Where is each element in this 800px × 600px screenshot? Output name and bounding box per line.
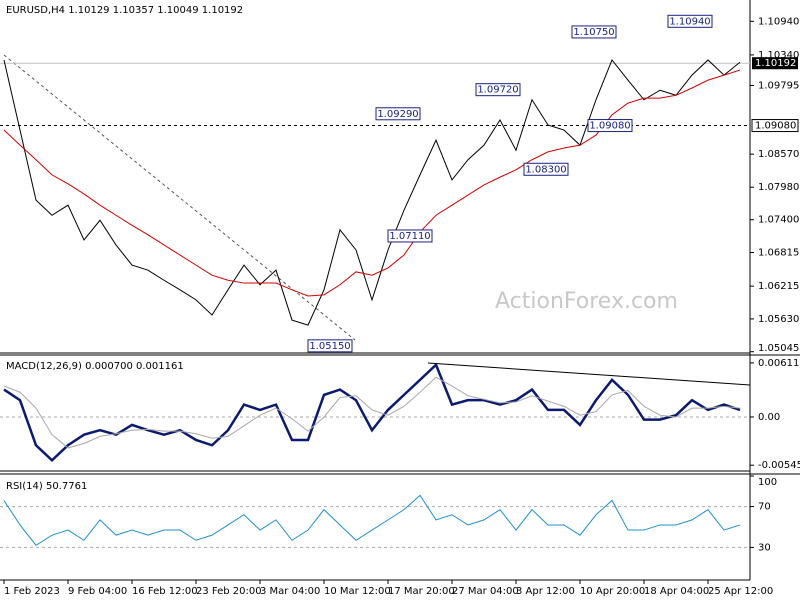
annotation-label: 1.10750: [573, 27, 614, 38]
annotation-box: [387, 229, 433, 243]
y-tick-label: 1.06215: [758, 281, 799, 292]
x-tick-label: 10 Apr 20:00: [580, 586, 645, 597]
y-tick-label: 0.00: [758, 412, 780, 423]
series-line: [3, 362, 741, 462]
y-tick-label: 1.10340: [758, 50, 799, 61]
y-tick-label: 30: [758, 542, 771, 553]
x-tick-label: 1 Feb 2023: [4, 586, 60, 597]
x-tick-label: 17 Mar 20:00: [388, 586, 455, 597]
x-tick-label: 3 Mar 04:00: [260, 586, 320, 597]
annotation-box: [587, 119, 633, 133]
y-tick-label: 1.07400: [758, 215, 799, 226]
x-tick-label: 10 Mar 12:00: [324, 586, 391, 597]
trend-line: [427, 362, 751, 386]
panel-title: RSI(14) 50.7761: [6, 481, 87, 492]
x-tick-label: 27 Mar 04:00: [452, 586, 519, 597]
x-tick-label: 23 Feb 20:00: [196, 586, 262, 597]
annotation-label: 1.09290: [377, 109, 418, 120]
x-tick-label: 25 Apr 12:00: [708, 586, 773, 597]
series-line: [3, 376, 741, 449]
y-tick-label: 1.06815: [758, 248, 799, 259]
annotation-box: [307, 339, 353, 353]
y-tick-label: 1.05630: [758, 314, 799, 325]
annotation-box: [667, 14, 713, 28]
y-tick-label: 100: [758, 477, 777, 488]
series-line: [3, 69, 741, 297]
x-tick-label: 3 Apr 12:00: [516, 586, 575, 597]
y-tick-label: 1.09795: [758, 80, 799, 91]
x-tick-label: 18 Apr 04:00: [644, 586, 709, 597]
annotation-box: [475, 83, 521, 97]
annotation-label: 1.05150: [309, 341, 350, 352]
y-tick-label: 70: [758, 502, 771, 513]
annotation-label: 1.09720: [477, 85, 518, 96]
watermark: ActionForex.com: [495, 289, 678, 314]
annotation-box: [523, 162, 569, 176]
y-tick-label: 1.10940: [758, 16, 799, 27]
panel-title: MACD(12,26,9) 0.000700 0.001161: [6, 361, 184, 372]
annotation-label: 1.09080: [589, 121, 630, 132]
annotation-box: [375, 107, 421, 121]
y-tick-label: 1.08570: [758, 149, 799, 160]
annotation-label: 1.07110: [389, 231, 430, 242]
y-tick-label: 1.07980: [758, 182, 799, 193]
price-label-box: [751, 119, 799, 133]
price-label: 1.10192: [755, 58, 796, 69]
price-label: 1.09080: [755, 121, 796, 132]
y-tick-label: 1.05045: [758, 343, 799, 354]
annotation-label: 1.10940: [669, 16, 710, 27]
y-tick-label: 0.006118: [758, 358, 800, 369]
annotation-box: [571, 25, 617, 39]
price-label-box: [752, 57, 798, 70]
y-tick-label: -0.005458: [758, 460, 800, 471]
x-tick-label: 16 Feb 12:00: [132, 586, 198, 597]
x-tick-label: 9 Feb 04:00: [68, 586, 127, 597]
series-line: [3, 58, 741, 326]
annotation-label: 1.08300: [525, 164, 566, 175]
series-line: [3, 494, 741, 547]
panel-title: EURUSD,H4 1.10129 1.10357 1.10049 1.1019…: [6, 5, 243, 16]
